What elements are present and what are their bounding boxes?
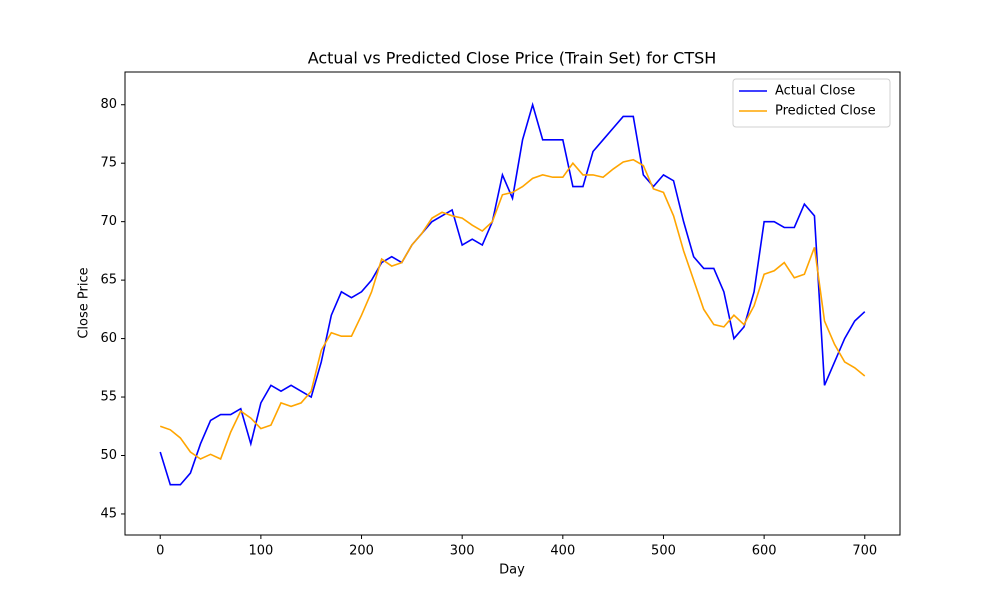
x-tick-label: 300 — [450, 544, 475, 559]
x-tick-label: 600 — [752, 544, 777, 559]
x-tick-label: 700 — [852, 544, 877, 559]
y-tick-label: 75 — [100, 156, 117, 171]
y-tick-label: 45 — [100, 506, 117, 521]
plot-frame — [124, 71, 901, 536]
legend-label: Predicted Close — [775, 104, 876, 119]
x-tick-label: 500 — [651, 544, 676, 559]
y-tick-label: 55 — [100, 390, 117, 405]
y-tick-label: 50 — [100, 448, 117, 463]
y-tick-label: 60 — [100, 331, 117, 346]
x-tick-label: 200 — [349, 544, 374, 559]
y-tick-label: 65 — [100, 273, 117, 288]
chart-title: Actual vs Predicted Close Price (Train S… — [308, 49, 717, 68]
x-tick-label: 0 — [156, 544, 164, 559]
x-tick-label: 400 — [550, 544, 575, 559]
legend-box — [732, 78, 891, 128]
y-tick-label: 80 — [100, 97, 117, 112]
legend-label: Actual Close — [775, 84, 855, 99]
y-tick-label: 70 — [100, 214, 117, 229]
y-axis-label: Close Price — [77, 267, 92, 338]
x-tick-label: 100 — [248, 544, 273, 559]
x-axis-label: Day — [499, 563, 525, 578]
line-series — [159, 158, 866, 461]
line-series — [159, 101, 866, 486]
